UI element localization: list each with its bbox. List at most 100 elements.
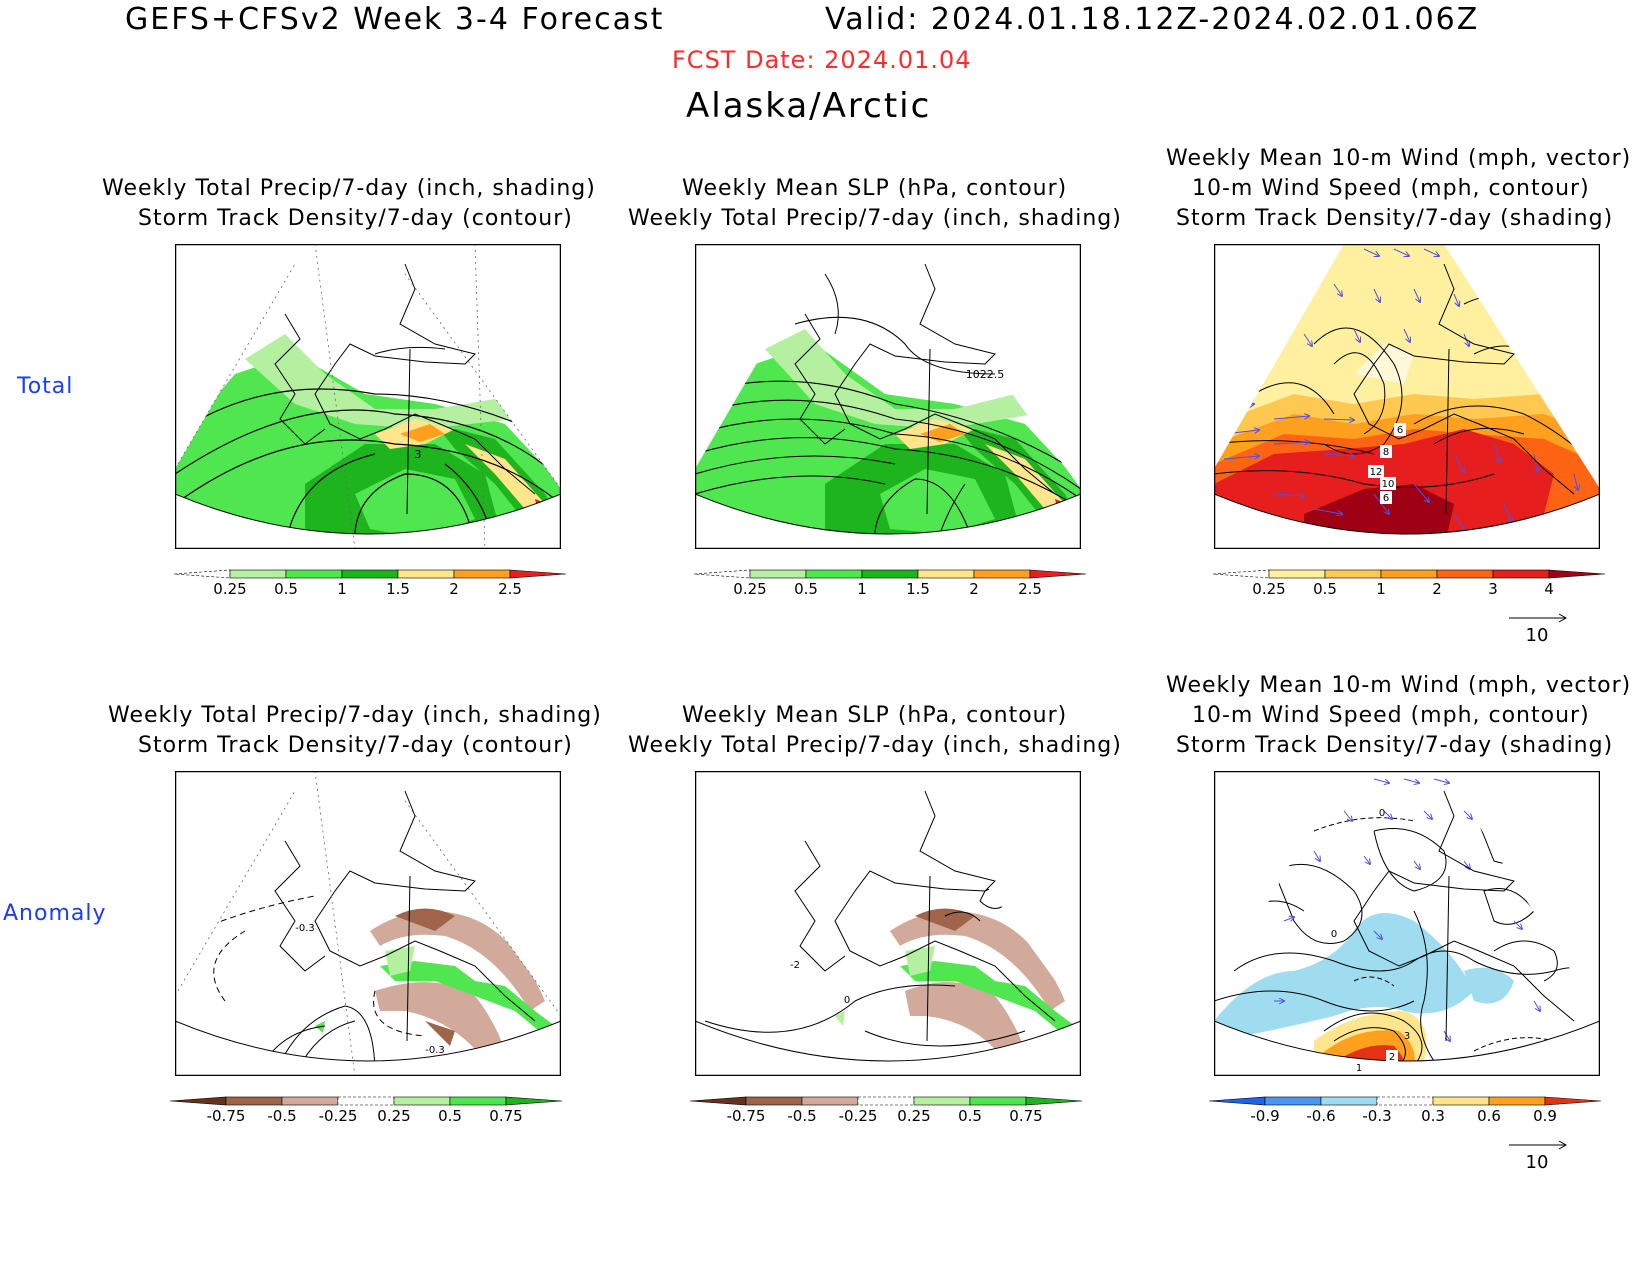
colorbar-segment: [505, 1096, 563, 1106]
row-label-anomaly: Anomaly: [3, 901, 107, 926]
panel1-title-line2: Storm Track Density/7-day (contour): [138, 206, 573, 231]
colorbar-tick-label: 0.9: [1533, 1107, 1557, 1125]
colorbar-tick-label: -0.9: [1250, 1107, 1279, 1125]
panel3-frame: [1214, 244, 1600, 549]
colorbar-segment: [1268, 569, 1326, 579]
map-panel-anomaly-precip: -0.3 -0.3: [175, 771, 561, 1076]
colorbar-tick-label: 1: [1376, 580, 1386, 598]
colorbar-segment: [229, 569, 287, 579]
panel5-title-line1: Weekly Mean SLP (hPa, contour): [682, 703, 1068, 728]
colorbar-segment: [1324, 569, 1382, 579]
panel4-title-line1: Weekly Total Precip/7-day (inch, shading…: [108, 703, 602, 728]
panel2-contour-label: 1022.5: [966, 368, 1005, 381]
colorbar-segment: [1548, 569, 1606, 579]
colorbar-tick-label: -0.5: [787, 1107, 816, 1125]
panel6-frame: [1214, 771, 1600, 1076]
colorbar-tick-label: 1: [337, 580, 347, 598]
panel1-contour-label: 3: [415, 448, 422, 461]
colorbar-segment: [337, 1096, 395, 1106]
colorbar-segment: [745, 1096, 803, 1106]
colorbar-tick-label: 0.5: [438, 1107, 462, 1125]
panel5-label-1: -2: [790, 960, 800, 971]
panel1-title-line1: Weekly Total Precip/7-day (inch, shading…: [102, 176, 596, 201]
colorbar-segment: [693, 569, 751, 579]
panel6-title-line1: 10-m Wind Speed (mph, contour): [1192, 703, 1590, 728]
colorbar-tick-label: 0.75: [1009, 1107, 1042, 1125]
colorbar-tick-label: 2: [449, 580, 459, 598]
colorbar-tick-label: 0.5: [1313, 580, 1337, 598]
colorbar-segment: [1436, 569, 1494, 579]
panel3-label-3: 12: [1370, 467, 1383, 478]
panel6-label-3: 3: [1404, 1031, 1410, 1042]
vector-reference-label-anomaly: 10: [1526, 1152, 1549, 1173]
colorbar-segment: [449, 1096, 507, 1106]
colorbar-tick-label: 1: [857, 580, 867, 598]
map-panel-total-wind: 6 8 12 10 6: [1214, 244, 1600, 549]
panel6-label-5: 1: [1356, 1063, 1362, 1074]
panel6-label-2: 0: [1331, 929, 1337, 940]
colorbar-tick-label: 3: [1488, 580, 1498, 598]
colorbar-tick-label: 0.25: [377, 1107, 410, 1125]
panel6-label-4: 2: [1389, 1052, 1395, 1063]
region-title: Alaska/Arctic: [686, 86, 932, 126]
map-panel-anomaly-slp: -2 0: [695, 771, 1081, 1076]
panel4-label-1: -0.3: [295, 923, 315, 934]
colorbar-segment: [397, 569, 455, 579]
map-panel-anomaly-wind: 0 0 3 2 1: [1214, 771, 1600, 1076]
colorbar-segment: [453, 569, 511, 579]
colorbar-tick-label: 0.75: [489, 1107, 522, 1125]
colorbar-segment: [1029, 569, 1087, 579]
colorbar-storm-anom: -0.9 -0.6 -0.3 0.3 0.6 0.9: [1208, 1096, 1602, 1125]
colorbar-segment: [173, 569, 231, 579]
panel3-title-line0: Weekly Mean 10-m Wind (mph, vector): [1166, 146, 1632, 171]
colorbar-tick-label: -0.75: [207, 1107, 246, 1125]
panel6-label-1: 0: [1379, 808, 1385, 819]
colorbar-tick-label: 0.3: [1421, 1107, 1445, 1125]
colorbar-tick-label: -0.25: [839, 1107, 878, 1125]
colorbar-segment: [509, 569, 567, 579]
panel2-title-line1: Weekly Mean SLP (hPa, contour): [682, 176, 1068, 201]
panel4-label-2: -0.3: [425, 1045, 445, 1056]
colorbar-tick-label: 0.5: [958, 1107, 982, 1125]
colorbar-segment: [1380, 569, 1438, 579]
panel3-title-line1: 10-m Wind Speed (mph, contour): [1192, 176, 1590, 201]
panel3-label-1: 6: [1397, 425, 1403, 436]
panel2-title-line2: Weekly Total Precip/7-day (inch, shading…: [628, 206, 1122, 231]
panel1-frame: [175, 244, 561, 549]
colorbar-tick-label: 0.5: [274, 580, 298, 598]
colorbar-segment: [1432, 1096, 1490, 1106]
colorbar-tick-label: 1.5: [386, 580, 410, 598]
colorbar-segment: [969, 1096, 1027, 1106]
colorbar-segment: [689, 1096, 747, 1106]
panel4-frame: [175, 771, 561, 1076]
vector-reference-label-total: 10: [1526, 625, 1549, 646]
colorbar-tick-label: -0.25: [319, 1107, 358, 1125]
colorbar-tick-label: 2: [1432, 580, 1442, 598]
colorbar-segment: [225, 1096, 283, 1106]
colorbar-segment: [1492, 569, 1550, 579]
panel5-label-2: 0: [844, 995, 850, 1006]
panel3-label-4: 10: [1382, 479, 1395, 490]
colorbar-tick-label: 0.5: [794, 580, 818, 598]
panel5-title-line2: Weekly Total Precip/7-day (inch, shading…: [628, 733, 1122, 758]
colorbar-segment: [749, 569, 807, 579]
row-label-total: Total: [17, 374, 74, 399]
map-panel-total-precip: 3: [175, 244, 561, 549]
colorbar-segment: [917, 569, 975, 579]
colorbar-segment: [801, 1096, 859, 1106]
colorbar-storm-total: 0.25 0.5 1 2 3 4: [1212, 569, 1606, 598]
colorbar-tick-label: 0.6: [1477, 1107, 1501, 1125]
colorbar-segment: [1208, 1096, 1266, 1106]
colorbar-segment: [1264, 1096, 1322, 1106]
colorbar-tick-label: -0.6: [1306, 1107, 1335, 1125]
colorbar-tick-label: 0.25: [897, 1107, 930, 1125]
vector-reference-total: 10: [1509, 613, 1568, 646]
colorbar-segment: [169, 1096, 227, 1106]
colorbar-segment: [1212, 569, 1270, 579]
colorbar-segment: [805, 569, 863, 579]
colorbar-tick-label: 0.25: [213, 580, 246, 598]
panel6-title-line2: Storm Track Density/7-day (shading): [1176, 733, 1614, 758]
colorbar-precip-total-1: 0.25 0.5 1 1.5 2 2.5: [173, 569, 567, 598]
colorbar-segment: [1320, 1096, 1378, 1106]
colorbar-segment: [393, 1096, 451, 1106]
